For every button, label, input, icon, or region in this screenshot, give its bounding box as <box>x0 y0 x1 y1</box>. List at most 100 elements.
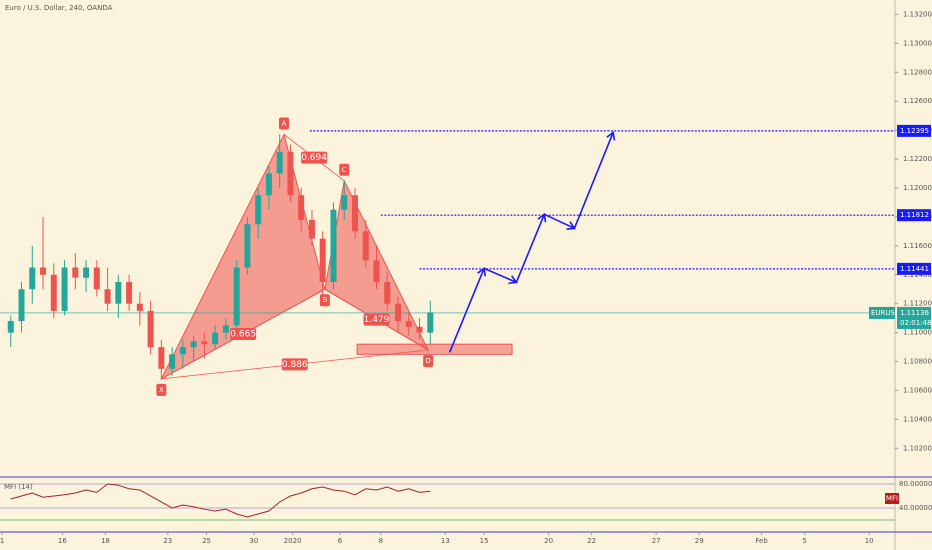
symbol-label: EURUSD <box>871 309 900 317</box>
indicator-badge <box>885 493 899 504</box>
ratio-badge <box>301 151 328 164</box>
target-label: 1.12395 <box>900 127 929 135</box>
symbol-badge <box>869 306 895 319</box>
candle-body <box>136 303 143 311</box>
candle-body <box>147 310 154 348</box>
candle-body <box>287 151 294 196</box>
y-tick-label: 1.10600 <box>903 386 932 394</box>
pattern-point-badge <box>319 294 330 307</box>
zone <box>356 343 513 355</box>
candle-body <box>179 347 186 355</box>
candle-body <box>308 219 315 239</box>
arrow-head <box>508 275 518 285</box>
candle-body <box>416 326 423 333</box>
candle-body <box>255 195 262 225</box>
candle-body <box>362 231 369 261</box>
ratio-label: 0.886 <box>282 360 308 370</box>
candle-body <box>212 332 219 345</box>
x-tick-label: 18 <box>101 537 110 545</box>
candle-body <box>276 151 283 174</box>
indicator-title: MFI (14) <box>4 483 33 491</box>
indicator-tick-label: 40.000000 <box>899 504 932 512</box>
indicator-tick-label: 80.000000 <box>899 480 932 488</box>
x-tick-label: 6 <box>338 537 343 545</box>
x-tick-label: 13 <box>441 537 450 545</box>
y-tick-label: 1.11600 <box>903 242 932 250</box>
target-label: 1.11812 <box>900 211 929 219</box>
y-tick-label: 1.10800 <box>903 358 932 366</box>
chart-title: Euro / U.S. Dollar, 240, OANDA <box>5 4 113 12</box>
x-tick-label: 25 <box>202 537 211 545</box>
pattern-point-badge <box>339 163 350 176</box>
indicator-line <box>10 483 431 518</box>
candle-body <box>222 325 229 333</box>
pattern-point-label: D <box>425 357 430 365</box>
pattern-point-label: B <box>322 296 327 304</box>
projection-path <box>448 132 614 353</box>
target-badge <box>897 124 931 137</box>
ratio-badge <box>363 313 390 326</box>
candle-body <box>50 274 57 311</box>
candle-body <box>395 303 402 322</box>
candle-body <box>330 209 337 282</box>
candle-body <box>384 282 391 304</box>
candle-body <box>104 289 111 304</box>
x-tick-label: 23 <box>163 537 172 545</box>
x-tick-label: 27 <box>652 537 661 545</box>
x-tick-label: 8 <box>379 537 383 545</box>
arrow-head <box>606 131 616 141</box>
target-label: 1.11441 <box>900 265 929 273</box>
last-price-label: 1.11136 <box>900 309 929 317</box>
pattern-point-badge <box>423 354 434 367</box>
candle-body <box>40 267 47 275</box>
y-tick-label: 1.13200 <box>903 10 932 18</box>
candle-body <box>61 267 68 311</box>
y-tick-label: 1.10400 <box>903 415 932 423</box>
x-tick-label: 16 <box>58 537 67 545</box>
ratio-badge <box>281 358 308 371</box>
ratio-label: 0.665 <box>230 330 256 340</box>
y-tick-label: 1.13000 <box>903 39 932 47</box>
candle-body <box>265 173 272 196</box>
x-tick-label: 5 <box>802 537 806 545</box>
y-tick-label: 1.12000 <box>903 184 932 192</box>
pattern-point-label: X <box>159 386 164 394</box>
indicator-badge-label: MFI <box>886 495 898 503</box>
arrow-head <box>566 221 576 230</box>
candle-body <box>158 347 165 369</box>
pattern-xab <box>160 133 326 381</box>
x-tick-label: 2020 <box>284 537 302 545</box>
candle-body <box>93 267 100 290</box>
ratio-label: 0.694 <box>301 153 327 163</box>
pane-bg <box>0 470 932 550</box>
y-tick-label: 1.10200 <box>903 444 932 452</box>
pattern-point-label: A <box>282 119 287 127</box>
candle-body <box>190 341 197 348</box>
candle-body <box>126 282 133 304</box>
y-tick-label: 1.12200 <box>903 155 932 163</box>
x-tick-label: 10 <box>865 537 874 545</box>
pattern-point-badge <box>278 117 289 130</box>
candle-body <box>115 282 122 304</box>
candle-body <box>169 354 176 369</box>
x-tick-label: Feb <box>755 537 768 545</box>
candle-body <box>18 289 25 322</box>
y-tick-label: 1.12600 <box>903 97 932 105</box>
x-tick-label: 22 <box>587 537 596 545</box>
candle-body <box>341 195 348 210</box>
y-tick-label: 1.11000 <box>903 329 932 337</box>
candle-body <box>405 321 412 327</box>
candle-body <box>373 260 380 282</box>
candle-body <box>298 195 305 220</box>
candle-body <box>7 321 14 333</box>
countdown-label: 02:01:48 <box>900 319 931 327</box>
pattern-point-label: C <box>342 166 347 174</box>
x-tick-label: 1 <box>0 537 4 545</box>
candle-body <box>72 267 79 278</box>
ratio-badge <box>230 328 257 341</box>
arrow-head <box>477 266 487 277</box>
x-tick-label: 30 <box>249 537 258 545</box>
candle-body <box>83 267 90 278</box>
pattern-point-badge <box>156 383 167 396</box>
